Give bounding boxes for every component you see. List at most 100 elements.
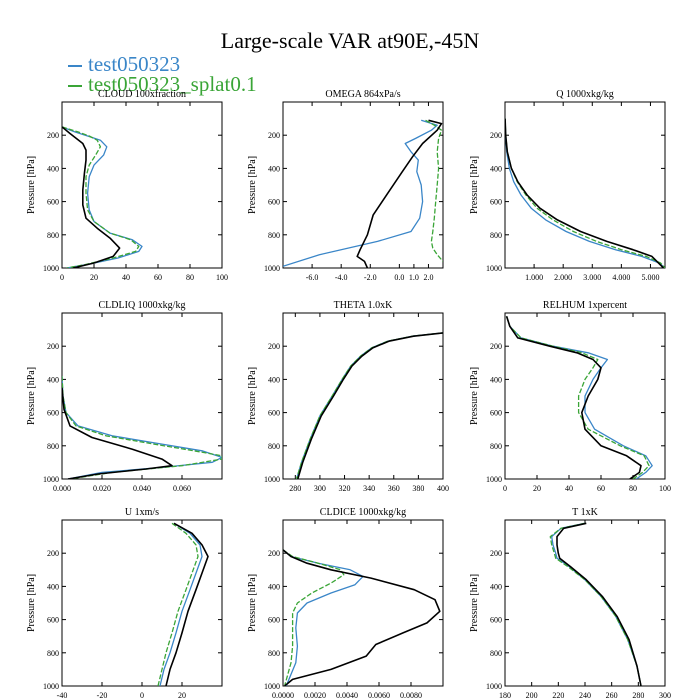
legend-item: test050323: [68, 52, 180, 76]
series-line-baseline: [505, 316, 642, 479]
y-axis-label: Pressure [hPa]: [26, 367, 37, 425]
x-tick-label: 0.020: [93, 484, 111, 493]
plot-frame: [282, 312, 444, 480]
x-tick-label: 0: [503, 484, 507, 493]
y-axis-label: Pressure [hPa]: [247, 574, 258, 632]
x-tick-label: 20: [533, 484, 541, 493]
x-tick-label: 0.060: [173, 484, 191, 493]
y-tick-label: 800: [490, 442, 502, 451]
x-tick-label: 2.000: [554, 273, 572, 282]
series-line-test050323: [62, 126, 143, 268]
y-tick-label: 600: [490, 409, 502, 418]
x-tick-label: 3.000: [583, 273, 601, 282]
chart-title: THETA 1.0xK: [334, 300, 393, 311]
plot-frame: [282, 101, 444, 269]
plot-frame: [61, 519, 223, 687]
y-tick-label: 1000: [264, 475, 280, 484]
y-tick-label: 600: [47, 198, 59, 207]
x-tick-label: 300: [314, 484, 326, 493]
x-tick-label: 0: [140, 691, 144, 700]
series-line-baseline: [297, 332, 443, 479]
plot-frame: [504, 312, 666, 480]
y-tick-label: 400: [47, 164, 59, 173]
series-line-test050323: [283, 549, 364, 686]
y-tick-label: 800: [268, 649, 280, 658]
y-axis-label: Pressure [hPa]: [247, 156, 258, 214]
x-tick-label: 0.040: [133, 484, 151, 493]
y-tick-label: 1000: [43, 682, 59, 691]
x-tick-label: 100: [659, 484, 671, 493]
x-tick-label: -2.0: [364, 273, 377, 282]
x-tick-label: 80: [629, 484, 637, 493]
x-tick-label: 2.0: [423, 273, 433, 282]
series-line-test050323-splat0-1: [62, 126, 140, 268]
plot-frame: [61, 312, 223, 480]
y-tick-label: 200: [268, 131, 280, 140]
x-tick-label: 380: [412, 484, 424, 493]
series-line-test050323: [159, 522, 203, 686]
chart-title: T 1xK: [572, 507, 598, 518]
y-tick-label: 400: [47, 375, 59, 384]
legend-item: test050323_splat0.1: [68, 72, 257, 96]
y-tick-label: 400: [490, 582, 502, 591]
series-line-baseline: [356, 119, 443, 268]
x-tick-label: 60: [154, 273, 162, 282]
x-tick-label: 80: [186, 273, 194, 282]
x-tick-label: 1.0: [409, 273, 419, 282]
x-tick-label: 180: [499, 691, 511, 700]
plot-frame: [61, 101, 223, 269]
x-tick-label: -6.0: [306, 273, 319, 282]
chart-title: CLOUD 100xfraction: [98, 89, 186, 100]
series-line-test050323-splat0-1: [505, 118, 665, 268]
y-tick-label: 600: [268, 616, 280, 625]
y-tick-label: 800: [268, 231, 280, 240]
y-tick-label: 600: [268, 409, 280, 418]
y-tick-label: 400: [47, 582, 59, 591]
x-tick-label: 60: [597, 484, 605, 493]
y-tick-label: 1000: [264, 264, 280, 273]
chart-title: CLDLIQ 1000xkg/kg: [99, 300, 186, 311]
series-line-test050323-splat0-1: [157, 522, 199, 686]
chart-panel: Q 1000xkg/kg Pressure [hPa] 200 400 600 800 10…: [469, 89, 666, 282]
x-tick-label: 280: [632, 691, 644, 700]
y-tick-label: 800: [47, 231, 59, 240]
y-tick-label: 200: [490, 342, 502, 351]
y-tick-label: 800: [490, 231, 502, 240]
series-line-test050323: [295, 332, 443, 479]
legend-swatch: [68, 65, 82, 68]
chart-panel: CLDICE 1000xkg/kg Pressure [hPa] 200 400 600…: [247, 507, 444, 700]
y-tick-label: 200: [47, 131, 59, 140]
y-tick-label: 800: [47, 649, 59, 658]
x-tick-label: 5.000: [641, 273, 659, 282]
series-line-test050323-splat0-1: [283, 549, 345, 686]
y-tick-label: 200: [268, 342, 280, 351]
x-tick-label: 20: [90, 273, 98, 282]
y-axis-label: Pressure [hPa]: [247, 367, 258, 425]
series-line-baseline: [62, 126, 121, 268]
series-line-test050323: [551, 522, 642, 686]
y-tick-label: 600: [490, 198, 502, 207]
x-tick-label: 100: [216, 273, 228, 282]
series-line-baseline: [165, 522, 209, 686]
x-tick-label: -40: [57, 691, 68, 700]
series-line-test050323-splat0-1: [295, 332, 443, 479]
x-tick-label: 40: [122, 273, 130, 282]
y-tick-label: 400: [490, 375, 502, 384]
x-tick-label: 220: [552, 691, 564, 700]
series-line-baseline: [62, 387, 173, 479]
x-tick-label: 260: [606, 691, 618, 700]
chart-panel: CLDLIQ 1000xkg/kg Pressure [hPa] 200 400 600…: [26, 300, 223, 493]
y-tick-label: 600: [47, 409, 59, 418]
x-tick-label: 0.0040: [336, 691, 358, 700]
y-tick-label: 800: [268, 442, 280, 451]
y-tick-label: 200: [268, 549, 280, 558]
y-tick-label: 200: [47, 549, 59, 558]
x-tick-label: 300: [659, 691, 671, 700]
chart-title: Q 1000xkg/kg: [556, 89, 614, 100]
y-axis-label: Pressure [hPa]: [469, 574, 480, 632]
y-axis-label: Pressure [hPa]: [26, 574, 37, 632]
y-tick-label: 400: [490, 164, 502, 173]
y-tick-label: 800: [47, 442, 59, 451]
